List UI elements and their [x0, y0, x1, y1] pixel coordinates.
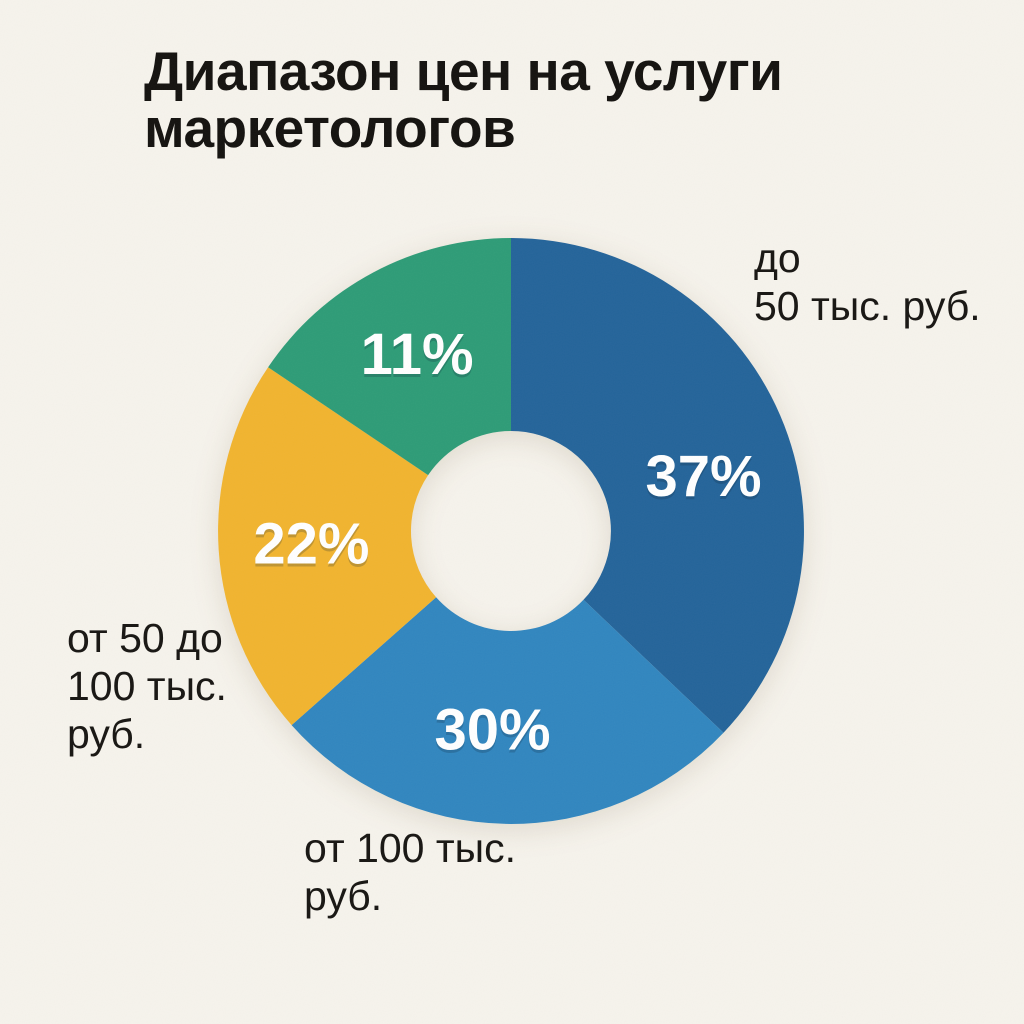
slice-label-line: до — [754, 235, 801, 281]
slice-label-line: от 100 тыс. — [304, 825, 517, 871]
slice-label-ot-100-tys: от 100 тыс. руб. — [304, 824, 516, 920]
slice-label-line: от 50 до — [67, 615, 223, 661]
slice-label-line: руб. — [304, 873, 383, 919]
slice-label-line: руб. — [67, 711, 146, 757]
slice-label-ot-50-do-100-tys: от 50 до 100 тыс. руб. — [67, 614, 227, 758]
slice-label-do-50-tys: до 50 тыс. руб. — [754, 234, 981, 330]
slice-label-line: 50 тыс. руб. — [754, 283, 981, 329]
slice-label-line: 100 тыс. — [67, 663, 227, 709]
